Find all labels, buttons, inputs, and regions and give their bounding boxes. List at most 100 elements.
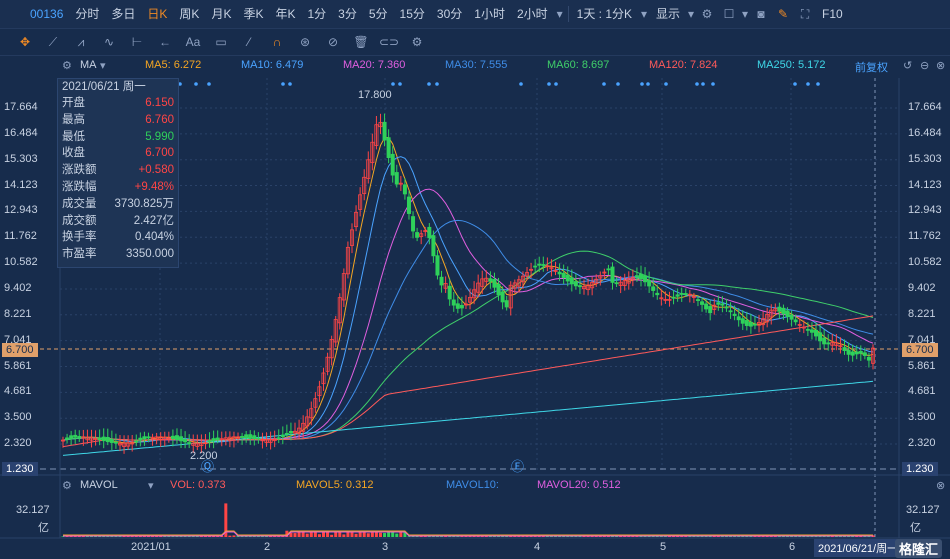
mavol-dropdown-icon[interactable]: ▾ bbox=[148, 480, 154, 492]
volume-bar bbox=[570, 535, 574, 537]
volume-bar bbox=[533, 535, 537, 537]
candle-body bbox=[166, 437, 171, 440]
y-tick-label: 12.943 bbox=[908, 204, 942, 217]
volume-bar bbox=[513, 536, 517, 537]
close-icon[interactable]: ⊗ bbox=[936, 480, 946, 492]
checkbox-icon[interactable]: ☐ bbox=[723, 7, 735, 21]
volume-bar bbox=[505, 536, 509, 537]
camera-icon[interactable]: ◙ bbox=[757, 7, 765, 21]
volume-bar bbox=[586, 535, 590, 537]
f10-button[interactable]: F10 bbox=[822, 7, 843, 21]
volume-bar bbox=[623, 535, 627, 537]
candle-body bbox=[219, 438, 224, 441]
gear-icon[interactable]: ⚙ bbox=[62, 480, 72, 492]
tab-multiday[interactable]: 多日 bbox=[111, 7, 136, 21]
trash-icon[interactable]: 🗑 bbox=[353, 35, 369, 49]
tab-yearly-k[interactable]: 年K bbox=[275, 7, 296, 21]
crosshair-icon[interactable]: ✥ bbox=[19, 35, 31, 49]
arrow-tool-icon[interactable]: ← bbox=[159, 35, 171, 49]
stock-code[interactable]: 00136 bbox=[30, 7, 64, 21]
line-tool-icon[interactable]: ⟋ bbox=[48, 34, 58, 49]
lock-icon[interactable]: ⊛ bbox=[299, 35, 311, 49]
chevron-down-icon[interactable]: ▾ bbox=[640, 7, 648, 21]
y-tick-label: 10.582 bbox=[908, 256, 942, 269]
candle-body bbox=[276, 437, 281, 440]
ruler-icon[interactable]: ⁄ bbox=[247, 35, 250, 49]
volume-bar bbox=[69, 536, 73, 537]
mavol10-value: MAVOL10: bbox=[446, 479, 499, 491]
current-price-left: 6.700 bbox=[2, 343, 38, 357]
tab-quarterly-k[interactable]: 季K bbox=[243, 7, 264, 21]
adjust-mode[interactable]: 前复权 bbox=[855, 62, 888, 74]
volume-bar bbox=[578, 535, 582, 537]
chevron-down-icon[interactable]: ▾ bbox=[688, 7, 695, 21]
candle-body bbox=[215, 437, 220, 441]
volume-bar bbox=[615, 535, 619, 537]
undo-icon[interactable]: ↺ bbox=[903, 60, 913, 72]
gear-icon[interactable]: ⚙ bbox=[411, 35, 423, 49]
event-icon[interactable]: Ⓔ bbox=[511, 459, 525, 474]
info-row: 换手率 0.404% bbox=[58, 229, 178, 246]
ma-dropdown-icon[interactable]: ▾ bbox=[100, 60, 106, 72]
close-icon[interactable]: ⊗ bbox=[936, 60, 946, 72]
display-menu[interactable]: 显示 bbox=[656, 7, 681, 21]
candle-body bbox=[386, 137, 391, 158]
fib-tool-icon[interactable]: ⊢ bbox=[131, 35, 143, 49]
chevron-down-icon[interactable]: ▾ bbox=[556, 7, 563, 21]
fullscreen-icon[interactable]: ⛶ bbox=[800, 6, 810, 21]
candle-body bbox=[138, 437, 143, 441]
tab-2hour[interactable]: 2小时 bbox=[516, 7, 548, 21]
tab-monthly-k[interactable]: 月K bbox=[211, 7, 232, 21]
tab-5min[interactable]: 5分 bbox=[368, 7, 388, 21]
search-icon[interactable]: Ⓠ bbox=[201, 459, 215, 474]
candle-body bbox=[305, 416, 310, 427]
ma250-value[interactable]: MA250: 5.172 bbox=[757, 59, 826, 71]
ma5-value[interactable]: MA5: 6.272 bbox=[145, 59, 202, 71]
ma60-value[interactable]: MA60: 8.697 bbox=[547, 59, 610, 71]
tab-timeshare[interactable]: 分时 bbox=[75, 7, 100, 21]
ma-label[interactable]: MA bbox=[80, 59, 97, 71]
volume-bar bbox=[265, 536, 269, 537]
volume-bar bbox=[537, 535, 541, 537]
text-tool-icon[interactable]: Aa bbox=[185, 35, 201, 49]
volume-bar bbox=[256, 536, 260, 537]
ohlc-info-panel: 2021/06/21 周一 开盘 6.150 最高 6.760 最低 5.990 收盘 6.7… bbox=[57, 78, 179, 268]
candle-body bbox=[179, 436, 184, 442]
pencil-icon[interactable]: ✎ bbox=[777, 7, 789, 21]
range-select[interactable]: 1天 : 1分K bbox=[576, 7, 632, 21]
wave-tool-icon[interactable]: ∿ bbox=[103, 35, 115, 49]
volume-bar bbox=[501, 535, 505, 537]
candle-body bbox=[93, 438, 98, 440]
minus-icon[interactable]: ⊖ bbox=[920, 60, 930, 72]
channel-tool-icon[interactable]: ⩘ bbox=[77, 34, 85, 49]
ma10-value[interactable]: MA10: 6.479 bbox=[241, 59, 304, 71]
candle-body bbox=[708, 306, 713, 314]
note-tool-icon[interactable]: ▭ bbox=[215, 35, 227, 49]
magnet-icon[interactable]: ∩ bbox=[272, 35, 282, 49]
tab-3min[interactable]: 3分 bbox=[338, 7, 357, 21]
chevron-down-icon[interactable]: ▾ bbox=[742, 7, 749, 21]
gear-icon[interactable]: ⚙ bbox=[62, 60, 72, 72]
hide-icon[interactable]: ⊘ bbox=[327, 35, 339, 49]
tab-1min[interactable]: 1分 bbox=[307, 7, 327, 21]
candle-body bbox=[516, 279, 521, 287]
ma120-value[interactable]: MA120: 7.824 bbox=[649, 59, 718, 71]
mavol-label[interactable]: MAVOL bbox=[80, 479, 118, 491]
tab-15min[interactable]: 15分 bbox=[399, 7, 425, 21]
tab-30min[interactable]: 30分 bbox=[436, 7, 463, 21]
tab-1hour[interactable]: 1小时 bbox=[474, 7, 505, 21]
volume-bar bbox=[598, 535, 602, 537]
ma20-value[interactable]: MA20: 7.360 bbox=[343, 59, 406, 71]
candle-body bbox=[126, 442, 131, 447]
y-tick-label: 16.484 bbox=[4, 126, 38, 139]
link-icon[interactable]: ⊂⊃ bbox=[378, 35, 400, 49]
volume-bar bbox=[558, 536, 562, 537]
candle-body bbox=[736, 316, 741, 321]
candle-body bbox=[553, 270, 558, 272]
vol-axis-right-unit: 亿 bbox=[910, 522, 921, 534]
volume-bar bbox=[163, 535, 167, 537]
tab-daily-k[interactable]: 日K bbox=[147, 7, 168, 21]
gear-icon[interactable]: ⚙ bbox=[701, 7, 713, 21]
ma30-value[interactable]: MA30: 7.555 bbox=[445, 59, 508, 71]
tab-weekly-k[interactable]: 周K bbox=[179, 7, 200, 21]
